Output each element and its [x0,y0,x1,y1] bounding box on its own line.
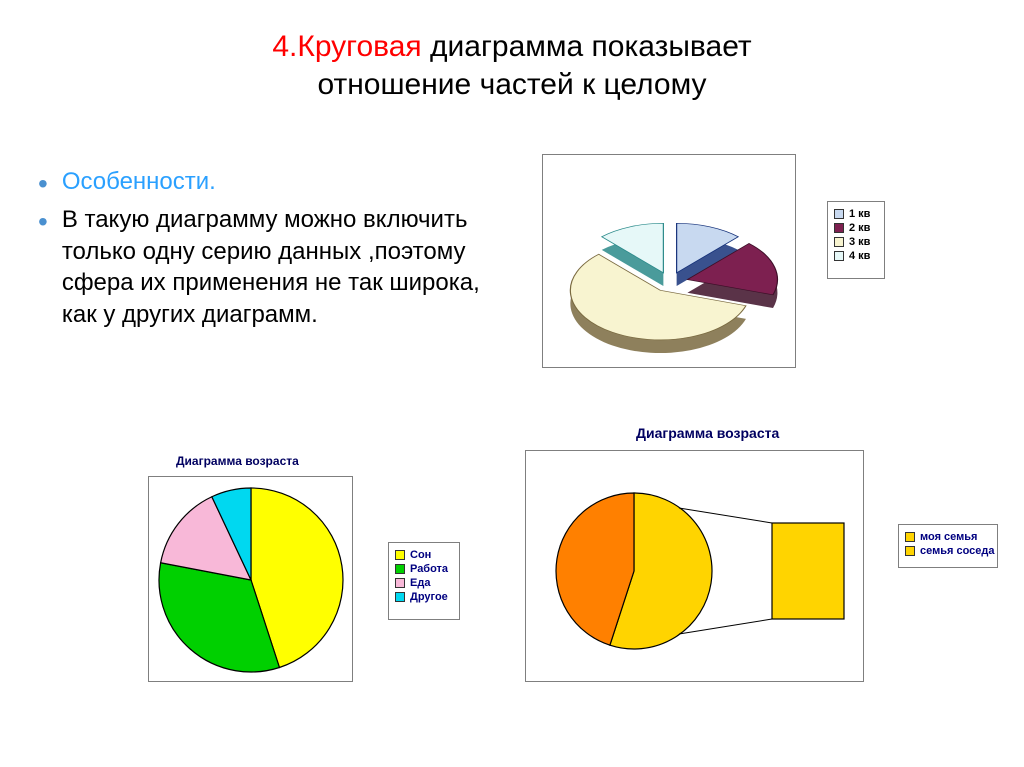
quarter-pie-svg [543,155,797,369]
legend-item: Сон [395,549,453,561]
legend-label: моя семья [920,531,977,543]
list-item: • Особенности. [38,166,503,198]
family-pie-chart [525,450,864,682]
bullet-1-text: Особенности. [62,166,216,198]
legend-item: Работа [395,563,453,575]
bullet-dot-icon: • [38,170,48,198]
legend-swatch [395,578,405,588]
legend-swatch [395,592,405,602]
bullet-2-text: В такую диаграмму можно включить только … [62,204,503,331]
legend-swatch [834,209,844,219]
legend-item: 1 кв [834,208,878,220]
legend-item: семья соседа [905,545,991,557]
age-pie-svg [149,477,354,683]
title-first-word: Круговая [297,30,421,63]
legend-label: семья соседа [920,545,995,557]
family-pie-svg [526,451,865,683]
legend-swatch [395,550,405,560]
legend-label: 3 кв [849,236,870,248]
legend-swatch [905,546,915,556]
legend-item: 2 кв [834,222,878,234]
legend-swatch [395,564,405,574]
legend-label: 4 кв [849,250,870,262]
title-number: 4. [272,30,297,63]
slide-title: 4.Круговая диаграмма показывает отношени… [0,28,1024,103]
legend-swatch [834,237,844,247]
quarter-pie-chart [542,154,796,368]
legend-label: Еда [410,577,430,589]
bullet-dot-icon: • [38,208,48,236]
title-rest-1: диаграмма показывает [422,30,752,63]
bullet-list: • Особенности. • В такую диаграмму можно… [38,166,503,337]
legend-label: 2 кв [849,222,870,234]
age-pie-legend: Сон Работа Еда Другое [388,542,460,620]
legend-item: 4 кв [834,250,878,262]
legend-item: 3 кв [834,236,878,248]
legend-item: Еда [395,577,453,589]
family-pie-title: Диаграмма возраста [636,425,779,441]
legend-swatch [905,532,915,542]
legend-swatch [834,223,844,233]
legend-item: моя семья [905,531,991,543]
legend-label: Другое [410,591,448,603]
legend-label: Сон [410,549,431,561]
quarter-pie-legend: 1 кв 2 кв 3 кв 4 кв [827,201,885,279]
list-item: • В такую диаграмму можно включить тольк… [38,204,503,331]
family-pie-legend: моя семья семья соседа [898,524,998,568]
legend-label: 1 кв [849,208,870,220]
title-line-2: отношение частей к целому [317,68,706,101]
legend-label: Работа [410,563,448,575]
age-pie-chart [148,476,353,682]
age-pie-title: Диаграмма возраста [176,454,299,468]
legend-swatch [834,251,844,261]
legend-item: Другое [395,591,453,603]
